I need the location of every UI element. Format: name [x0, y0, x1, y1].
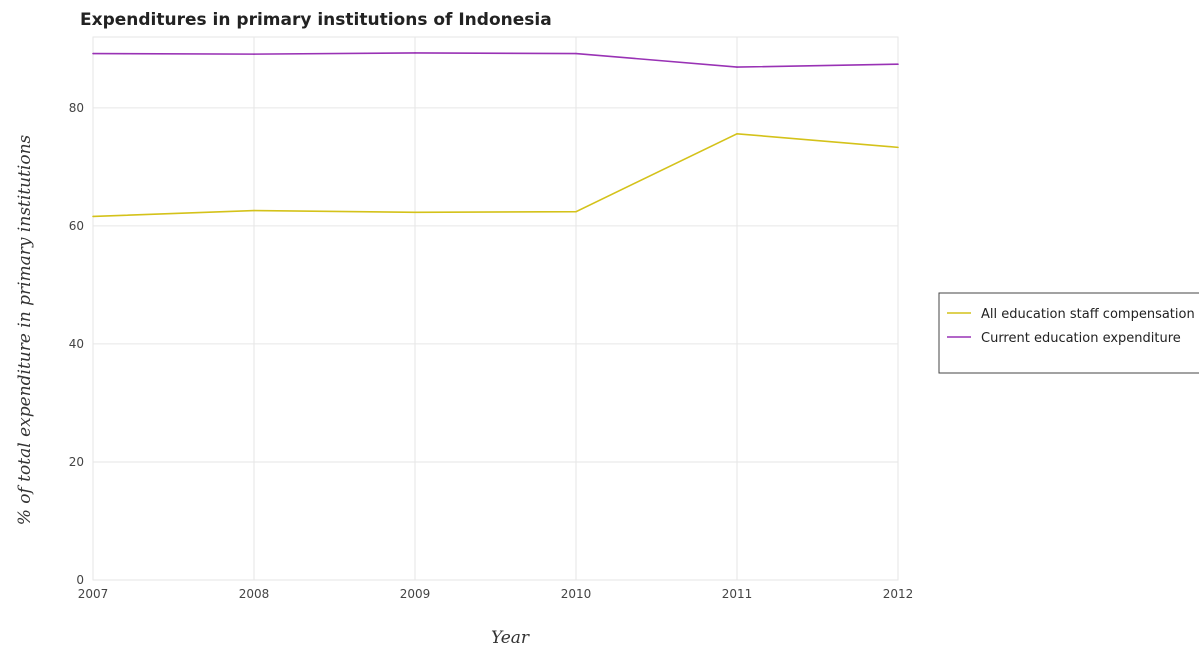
- data-point: [253, 209, 255, 212]
- data-point: [253, 53, 255, 55]
- data-point: [736, 66, 738, 68]
- x-tick-label: 2007: [78, 587, 109, 601]
- data-point: [92, 215, 94, 218]
- x-tick-label: 2008: [239, 587, 270, 601]
- y-tick-label: 80: [69, 101, 84, 115]
- data-point: [575, 210, 577, 213]
- plot-frame: [92, 36, 899, 581]
- data-point: [897, 63, 899, 65]
- x-axis-label: Year: [491, 628, 530, 648]
- grid: [92, 36, 899, 581]
- data-point: [897, 146, 899, 149]
- y-tick-label: 40: [69, 337, 84, 351]
- series-line-staff-compensation: [92, 132, 899, 218]
- y-tick-label: 20: [69, 455, 84, 469]
- legend-label: All education staff compensation: [981, 307, 1195, 322]
- x-tick-label: 2011: [722, 587, 753, 601]
- chart-title: Expenditures in primary institutions of …: [80, 10, 552, 30]
- x-tick-label: 2010: [561, 587, 592, 601]
- series-lines: [92, 52, 899, 218]
- x-tick-label: 2009: [400, 587, 431, 601]
- legend-box: [938, 292, 1199, 374]
- x-tick-label: 2012: [883, 587, 914, 601]
- data-point: [414, 211, 416, 214]
- data-point: [92, 52, 94, 55]
- y-axis-label: % of total expenditure in primary instit…: [15, 134, 35, 525]
- legend: All education staff compensation Current …: [938, 292, 1199, 374]
- legend-label: Current education expenditure: [981, 331, 1181, 346]
- series-line-current-expenditure: [92, 52, 899, 68]
- axes: 0 20 40 60 80 2007 2008 2009 2010 2011 2012: [69, 101, 914, 601]
- data-point: [575, 52, 577, 55]
- y-tick-label: 0: [76, 573, 84, 587]
- data-point: [414, 52, 416, 54]
- data-point: [736, 132, 738, 135]
- y-tick-label: 60: [69, 219, 84, 233]
